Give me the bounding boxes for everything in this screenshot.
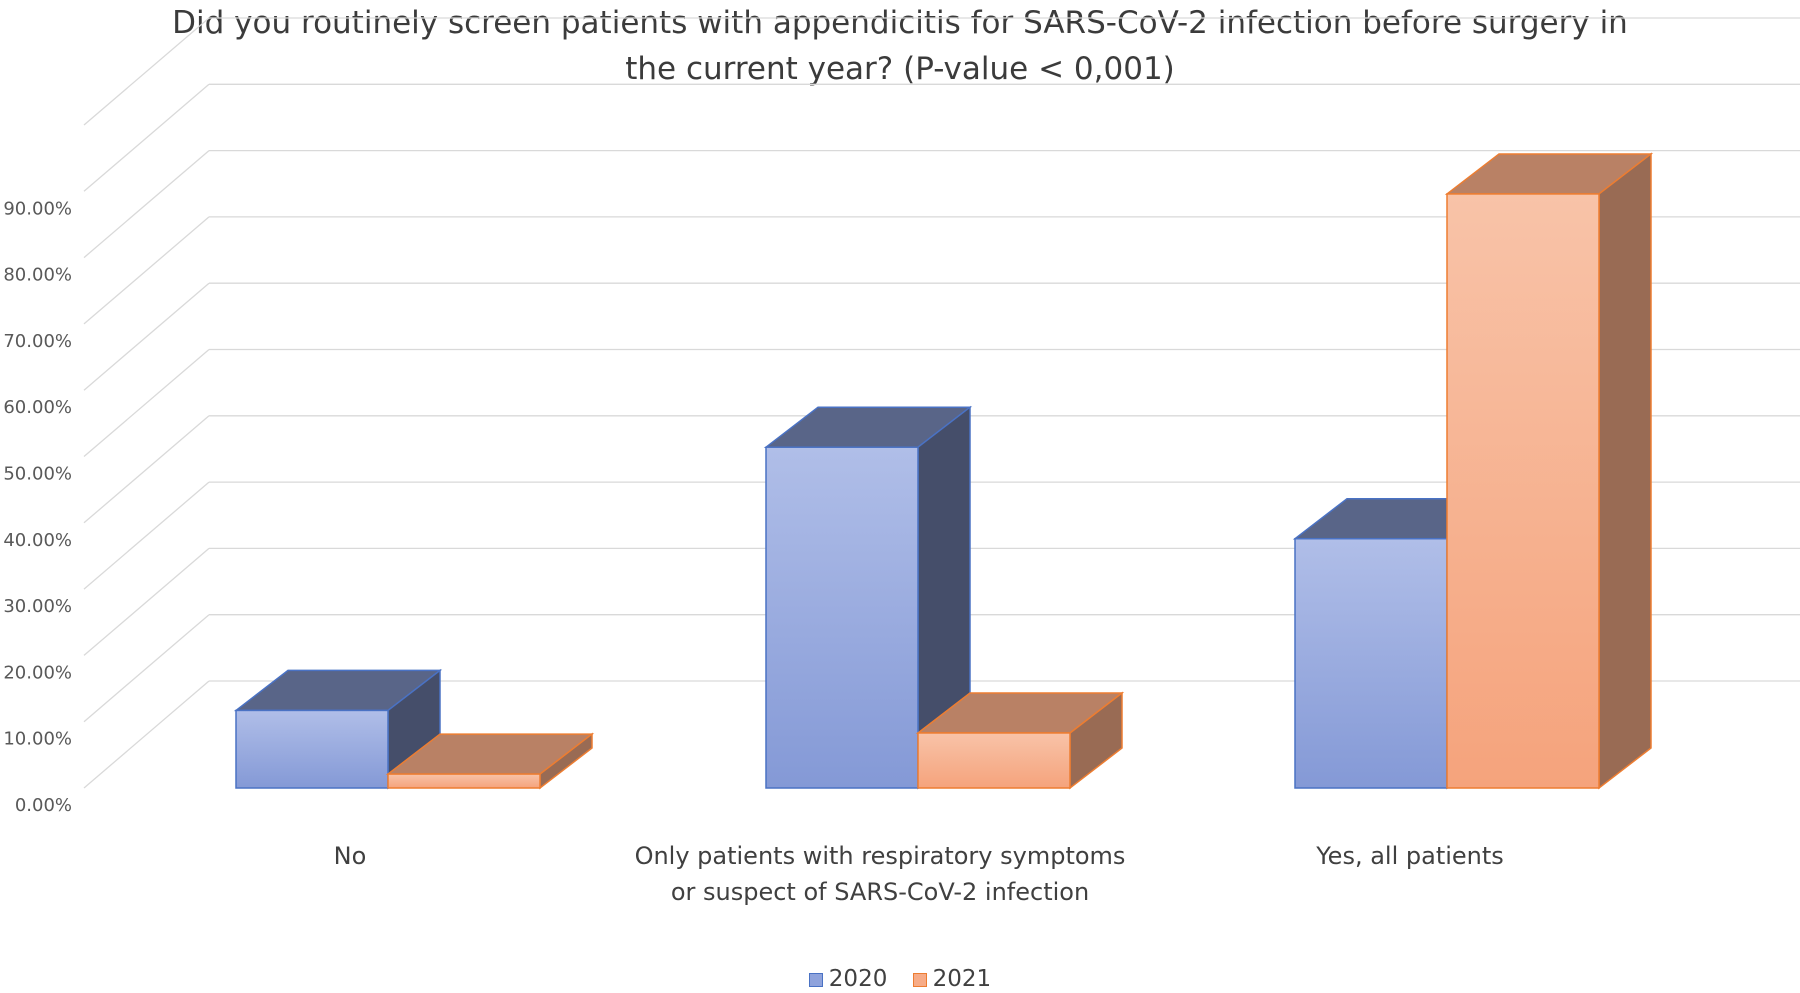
bar-front-2020-cat-1 bbox=[765, 446, 919, 789]
category-label-no: No bbox=[333, 842, 367, 870]
y-tick-label-7: 70.00% bbox=[3, 331, 72, 352]
bar-2021-cat-1 bbox=[915, 691, 1125, 790]
gridline-50-side bbox=[83, 349, 210, 457]
y-tick-label-5: 50.00% bbox=[3, 464, 72, 485]
legend-swatch-2021 bbox=[912, 973, 927, 987]
bar-front-2020-cat-2 bbox=[1294, 537, 1448, 789]
gridline-30-side bbox=[83, 481, 210, 590]
gridline-10-side bbox=[83, 614, 210, 723]
bar-2021-cat-2 bbox=[1444, 152, 1654, 790]
y-tick-label-2: 20.00% bbox=[3, 662, 72, 683]
y-tick-label-8: 80.00% bbox=[3, 265, 72, 286]
chart-title: Did you routinely screen patients with a… bbox=[0, 0, 1800, 92]
legend: 2020 2021 bbox=[0, 966, 1800, 992]
y-tick-label-4: 40.00% bbox=[3, 530, 72, 551]
legend-item-2021: 2021 bbox=[912, 966, 992, 992]
gridline-60-side bbox=[83, 282, 210, 391]
bar-2021-cat-0 bbox=[385, 732, 595, 790]
y-axis-tick-labels: 0.00% 10.00% 20.00% 30.00% 40.00% 50.00% 60.00… bbox=[3, 198, 72, 816]
bar-side-2021-cat-2 bbox=[1598, 152, 1652, 790]
gridline-70-side bbox=[83, 216, 210, 325]
bar-front-2021-cat-1 bbox=[917, 732, 1071, 789]
bar-front-2020-cat-0 bbox=[235, 709, 389, 789]
gridline-100-side bbox=[83, 17, 210, 126]
bar-front-2021-cat-2 bbox=[1446, 193, 1600, 789]
bar-2020-cat-0 bbox=[233, 668, 443, 790]
legend-swatch-2020 bbox=[808, 973, 823, 987]
chart-title-line-2: the current year? (P-value < 0,001) bbox=[625, 51, 1175, 87]
category-label-all-patients: Yes, all patients bbox=[1316, 842, 1504, 870]
gridline-0-side bbox=[83, 680, 210, 789]
y-tick-label-0: 0.00% bbox=[15, 795, 72, 816]
y-tick-label-3: 30.00% bbox=[3, 596, 72, 617]
bar-front-2021-cat-0 bbox=[387, 773, 541, 789]
y-tick-label-9: 90.00% bbox=[3, 198, 72, 219]
legend-label-2021: 2021 bbox=[932, 966, 992, 992]
gridline-20-side bbox=[83, 547, 210, 656]
legend-item-2020: 2020 bbox=[808, 966, 888, 992]
gridline-90-side bbox=[83, 83, 210, 192]
gridline-80-side bbox=[83, 150, 210, 259]
gridline-40-side bbox=[83, 415, 210, 524]
bar-2020-cat-1 bbox=[763, 405, 973, 790]
y-tick-label-1: 10.00% bbox=[3, 729, 72, 750]
bars bbox=[233, 152, 1654, 790]
y-tick-label-6: 60.00% bbox=[3, 397, 72, 418]
legend-label-2020: 2020 bbox=[828, 966, 888, 992]
category-label-respiratory: Only patients with respiratory symptoms … bbox=[634, 842, 1126, 906]
chart-title-line-1: Did you routinely screen patients with a… bbox=[172, 5, 1628, 41]
